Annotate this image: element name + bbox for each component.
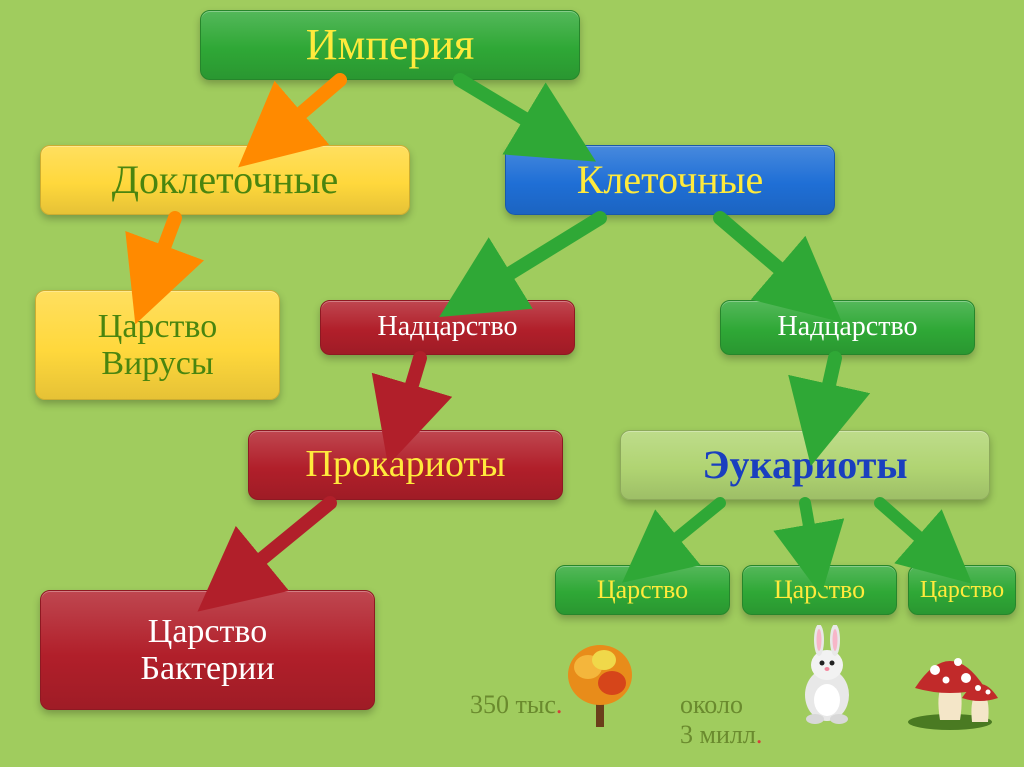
node-precellular: Доклеточные [40, 145, 410, 215]
node-prokaryotes: Прокариоты [248, 430, 563, 500]
node-superkingdom-2: Надцарство [720, 300, 975, 355]
node-bacteria: Царство Бактерии [40, 590, 375, 710]
node-label: Царство Бактерии [140, 613, 274, 688]
arrow [150, 218, 175, 285]
node-label: Царство [597, 576, 688, 605]
arrow [230, 503, 330, 585]
tree-icon [560, 635, 640, 730]
node-virus: Царство Вирусы [35, 290, 280, 400]
node-label: Прокариоты [305, 444, 505, 486]
label-animals-count: около 3 милл. [680, 660, 762, 750]
arrow [880, 503, 945, 560]
node-label: Царство [920, 577, 1004, 603]
arrow [805, 503, 815, 560]
label-plants-count: 350 тыс. [470, 690, 562, 720]
node-label: Эукариоты [702, 443, 907, 487]
node-label: Царство [774, 576, 865, 605]
node-label: Клеточные [577, 158, 763, 202]
node-label: Надцарство [778, 312, 918, 343]
node-label: Надцарство [378, 312, 518, 343]
count-suffix: . [756, 720, 763, 749]
rabbit-icon [790, 625, 865, 725]
count-text: около 3 милл [680, 690, 756, 749]
node-eukaryotes: Эукариоты [620, 430, 990, 500]
mushroom-icon [900, 640, 1000, 730]
node-label: Царство Вирусы [98, 308, 217, 383]
arrow [720, 218, 810, 295]
count-text: 350 тыс [470, 690, 556, 719]
node-kingdom-2: Царство [742, 565, 897, 615]
node-superkingdom-1: Надцарство [320, 300, 575, 355]
arrow [460, 80, 560, 140]
arrow [475, 218, 600, 295]
arrow [650, 503, 720, 560]
node-label: Империя [306, 21, 474, 69]
node-empire: Империя [200, 10, 580, 80]
arrow [820, 358, 835, 425]
node-label: Доклеточные [112, 158, 339, 202]
arrow [400, 358, 420, 425]
arrow [270, 80, 340, 140]
node-kingdom-3: Царство [908, 565, 1016, 615]
node-cellular: Клеточные [505, 145, 835, 215]
node-kingdom-1: Царство [555, 565, 730, 615]
